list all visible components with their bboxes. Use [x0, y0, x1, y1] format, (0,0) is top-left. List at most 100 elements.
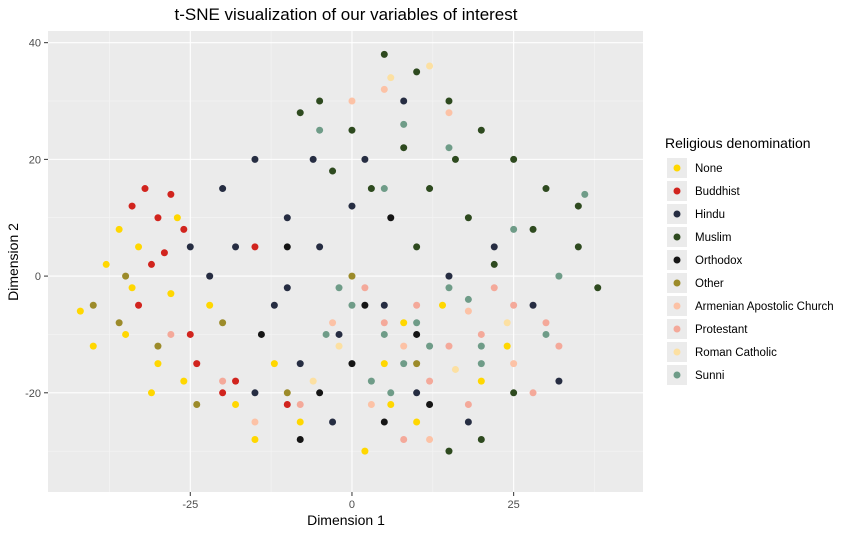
point-muslim	[296, 109, 304, 117]
point-none	[122, 330, 130, 338]
point-protestant	[510, 301, 518, 309]
point-hindu	[445, 272, 453, 280]
data-points	[76, 50, 602, 455]
point-roman-catholic	[426, 62, 434, 70]
point-buddhist	[141, 185, 149, 193]
point-none	[135, 243, 143, 251]
point-muslim	[348, 126, 356, 134]
legend-label-hindu: Hindu	[695, 209, 725, 221]
point-buddhist	[167, 190, 175, 198]
point-muslim	[413, 243, 421, 251]
point-muslim	[477, 435, 485, 443]
legend-title: Religious denomination	[665, 135, 811, 151]
point-protestant	[490, 284, 498, 292]
point-muslim	[574, 243, 582, 251]
legend-swatch-muslim	[673, 233, 681, 241]
point-orthodox	[316, 389, 324, 397]
point-orthodox	[283, 243, 291, 251]
point-sunni	[380, 185, 388, 193]
x-tick-label: 25	[508, 499, 520, 511]
point-muslim	[594, 284, 602, 292]
point-protestant	[296, 400, 304, 408]
point-muslim	[380, 50, 388, 58]
point-armenian-apostolic-church	[510, 360, 518, 368]
point-buddhist	[128, 202, 136, 210]
point-other	[219, 319, 227, 327]
point-roman-catholic	[503, 319, 511, 327]
axis-ticks: -25 0 25 -20 0 20 40	[25, 38, 520, 511]
point-sunni	[510, 225, 518, 233]
point-buddhist	[180, 225, 188, 233]
point-protestant	[555, 342, 563, 350]
point-buddhist	[193, 360, 201, 368]
point-other	[154, 342, 162, 350]
point-muslim	[426, 185, 434, 193]
point-armenian-apostolic-church	[367, 400, 375, 408]
legend-swatch-sunni	[673, 371, 681, 379]
point-other	[348, 272, 356, 280]
point-muslim	[477, 126, 485, 134]
point-muslim	[445, 447, 453, 455]
point-hindu	[380, 301, 388, 309]
y-tick-label: 20	[29, 154, 41, 166]
point-none	[361, 447, 369, 455]
point-hindu	[296, 360, 304, 368]
legend-label-buddhist: Buddhist	[695, 186, 741, 198]
point-hindu	[270, 301, 278, 309]
point-roman-catholic	[387, 74, 395, 82]
point-buddhist	[186, 330, 194, 338]
point-protestant	[413, 301, 421, 309]
point-none	[477, 377, 485, 385]
point-hindu	[206, 272, 214, 280]
point-armenian-apostolic-church	[400, 342, 408, 350]
point-protestant	[464, 400, 472, 408]
point-sunni	[542, 330, 550, 338]
point-protestant	[445, 342, 453, 350]
point-hindu	[400, 97, 408, 105]
legend-swatch-buddhist	[673, 187, 681, 195]
point-other	[413, 360, 421, 368]
point-muslim	[400, 144, 408, 152]
point-none	[102, 260, 110, 268]
point-none	[296, 418, 304, 426]
point-protestant	[426, 377, 434, 385]
point-none	[251, 435, 259, 443]
point-muslim	[510, 389, 518, 397]
point-hindu	[309, 155, 317, 163]
point-muslim	[316, 97, 324, 105]
point-armenian-apostolic-church	[329, 319, 337, 327]
point-sunni	[380, 330, 388, 338]
point-none	[147, 389, 155, 397]
point-sunni	[400, 360, 408, 368]
point-other	[193, 400, 201, 408]
legend-swatch-protestant	[673, 325, 681, 333]
point-none	[206, 301, 214, 309]
point-armenian-apostolic-church	[426, 435, 434, 443]
point-sunni	[348, 301, 356, 309]
point-none	[173, 214, 181, 222]
point-none	[180, 377, 188, 385]
point-orthodox	[387, 214, 395, 222]
point-buddhist	[154, 214, 162, 222]
legend-swatch-other	[673, 279, 681, 287]
point-hindu	[529, 301, 537, 309]
point-hindu	[283, 214, 291, 222]
legend: None Buddhist Hindu Muslim Orthodox Other Arme…	[667, 158, 834, 385]
point-muslim	[451, 155, 459, 163]
point-sunni	[445, 144, 453, 152]
point-none	[270, 360, 278, 368]
x-tick-label: 0	[349, 499, 355, 511]
point-sunni	[477, 342, 485, 350]
point-protestant	[529, 389, 537, 397]
chart-title: t-SNE visualization of our variables of …	[175, 5, 518, 24]
point-sunni	[316, 126, 324, 134]
point-orthodox	[348, 360, 356, 368]
point-hindu	[251, 389, 259, 397]
point-sunni	[387, 389, 395, 397]
legend-label-none: None	[695, 163, 723, 175]
point-buddhist	[232, 377, 240, 385]
point-sunni	[413, 319, 421, 327]
point-roman-catholic	[451, 365, 459, 373]
legend-swatch-hindu	[673, 210, 681, 218]
